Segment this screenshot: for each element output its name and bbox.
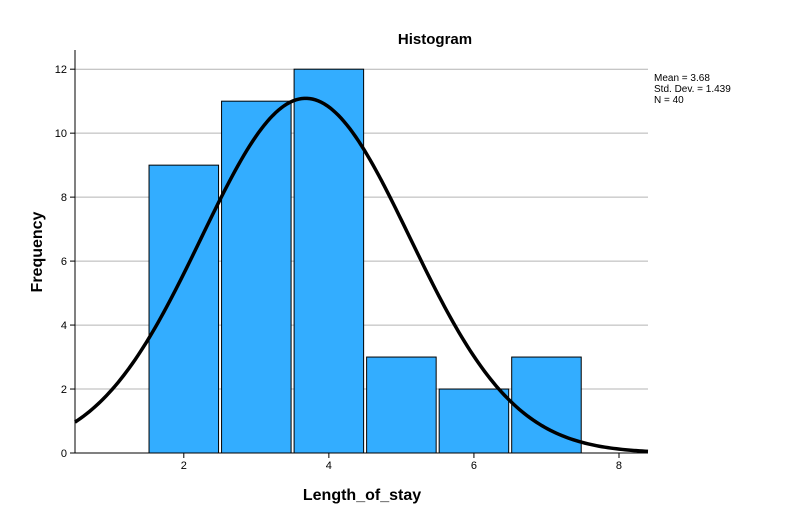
x-tick-label: 8 — [616, 460, 622, 472]
x-tick-label: 4 — [326, 460, 332, 472]
y-axis-label: Frequency — [29, 211, 46, 292]
stats-line: Std. Dev. = 1.439 — [654, 84, 731, 95]
y-tick-label: 2 — [61, 384, 67, 396]
histogram-bar — [221, 100, 292, 454]
y-tick-label: 4 — [61, 320, 67, 332]
histogram-bar — [438, 388, 510, 454]
y-tick-label: 6 — [61, 256, 67, 268]
axes — [74, 50, 648, 454]
chart-title: Histogram — [398, 31, 472, 48]
y-tick-label: 8 — [61, 192, 67, 204]
stats-line: Mean = 3.68 — [654, 73, 710, 84]
stats-line: N = 40 — [654, 95, 684, 106]
y-tick-labels: 0 2 4 6 8 10 12 — [55, 64, 75, 460]
y-tick-label: 12 — [55, 64, 67, 76]
x-tick-labels: 2 4 6 8 — [181, 453, 622, 472]
y-tick-label: 10 — [55, 128, 67, 140]
x-tick-label: 2 — [181, 460, 187, 472]
x-axis-label: Length_of_stay — [303, 487, 421, 504]
histogram-bar — [366, 356, 437, 454]
x-tick-label: 6 — [471, 460, 477, 472]
y-tick-label: 0 — [61, 448, 67, 460]
histogram-bar — [148, 164, 220, 454]
normal-curve — [74, 96, 649, 454]
histogram-bar — [293, 68, 365, 454]
